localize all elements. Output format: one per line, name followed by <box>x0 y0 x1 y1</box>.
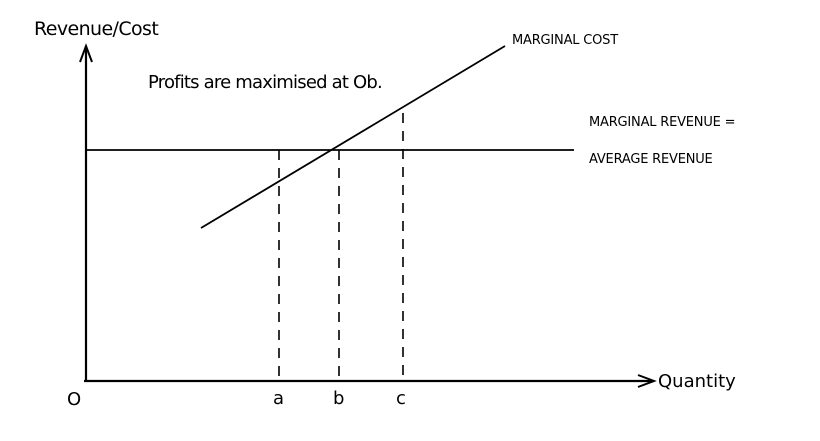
y-axis-label: Revenue/Cost <box>34 18 158 40</box>
marginal-cost-label: MARGINAL COST <box>512 33 618 48</box>
x-axis-arrowhead <box>637 374 657 388</box>
average-revenue-label: AVERAGE REVENUE <box>589 152 713 167</box>
marker-label-b: b <box>333 388 344 409</box>
marker-label-c: c <box>396 388 406 409</box>
y-axis-arrowhead <box>79 43 93 63</box>
origin-label: O <box>67 389 81 410</box>
marginal-revenue-label: MARGINAL REVENUE = <box>589 115 735 130</box>
marker-label-a: a <box>273 388 284 409</box>
x-axis-label: Quantity <box>658 371 736 392</box>
marginal-cost-line <box>200 45 506 229</box>
profit-annotation: Profits are maximised at Ob. <box>148 72 382 93</box>
